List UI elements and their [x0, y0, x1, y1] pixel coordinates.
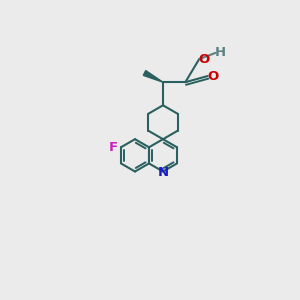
- Text: F: F: [109, 141, 118, 154]
- Text: H: H: [215, 46, 226, 59]
- Polygon shape: [143, 70, 163, 82]
- Text: N: N: [158, 166, 169, 179]
- Text: O: O: [198, 52, 209, 66]
- Text: O: O: [207, 70, 219, 83]
